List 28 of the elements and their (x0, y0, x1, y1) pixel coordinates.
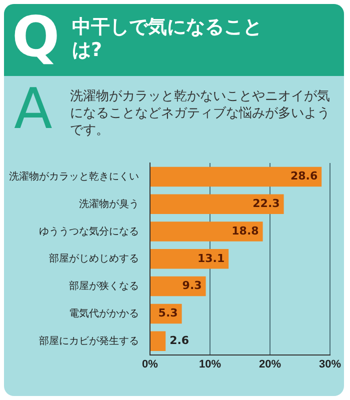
y-tick-label: 部屋が狭くなる (69, 280, 139, 292)
data-label: 13.1 (197, 252, 225, 265)
bar (150, 222, 263, 242)
bar (150, 249, 229, 269)
text: A (14, 77, 52, 142)
bar (150, 194, 284, 214)
data-label: 5.3 (158, 306, 178, 320)
chart-title: 中干しで気になることは? (72, 16, 263, 62)
data-label: 22.3 (252, 196, 280, 210)
x-tick-label: 10% (198, 358, 222, 370)
x-tick-label: 20% (258, 358, 282, 370)
data-label: 28.6 (290, 170, 318, 183)
chart-subtitle: 洗濯物がカラッと乾かないことやニオイが気になることなどネガティブな悩みが多いようです。 (70, 88, 331, 139)
y-tick-label: 洗濯物が臭う (79, 198, 139, 210)
bar (150, 276, 206, 296)
y-tick-label: 洗濯物がカラッと乾きにくい (9, 170, 139, 182)
y-tick-label: ゆううつな気分になる (39, 225, 139, 238)
y-tick-label: 部屋にカビが発生する (39, 334, 139, 347)
data-label: 9.3 (182, 279, 202, 292)
text: Q (12, 5, 60, 70)
x-tick-label: 0% (142, 358, 158, 370)
y-tick-label: 部屋がじめじめする (49, 252, 139, 265)
x-tick-label: 30% (318, 358, 342, 370)
data-label: 2.6 (170, 334, 190, 347)
y-tick-label: 電気代がかかる (69, 308, 139, 320)
bar (150, 331, 166, 351)
data-label: 18.8 (232, 224, 259, 238)
bar (150, 166, 322, 187)
